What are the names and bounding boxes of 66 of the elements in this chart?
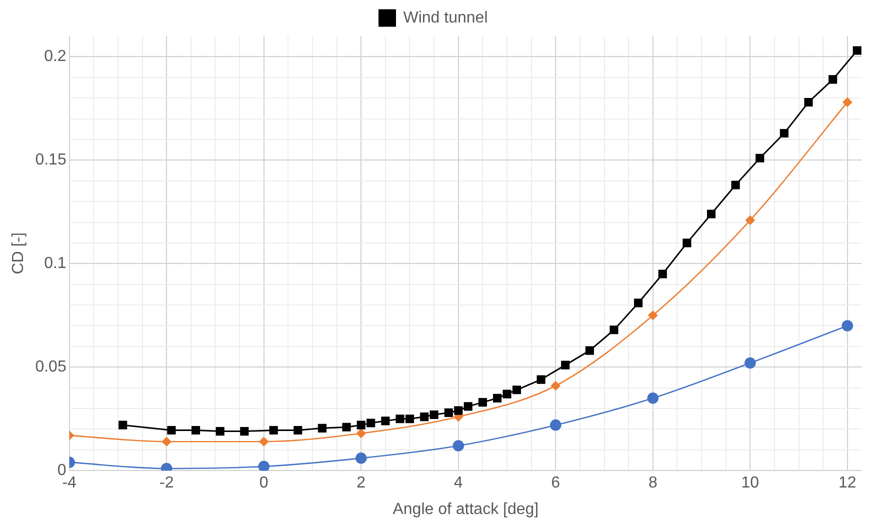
point [512, 386, 522, 394]
point [536, 375, 546, 384]
point [842, 98, 852, 107]
point [647, 392, 659, 404]
point [478, 398, 487, 407]
x-axis-title: Angle of attack [deg] [392, 500, 539, 518]
x-tick-label: 0 [259, 474, 268, 492]
point [550, 381, 560, 390]
point [610, 326, 618, 334]
point [294, 426, 302, 435]
point [430, 410, 438, 420]
point [118, 420, 128, 430]
point [706, 210, 716, 218]
point [561, 360, 570, 370]
point [550, 419, 562, 431]
point [756, 154, 764, 162]
point [162, 436, 172, 446]
point [444, 408, 453, 417]
point [634, 298, 643, 308]
y-tick-label: 0.05 [35, 358, 66, 376]
y-tick-label: 0.1 [44, 255, 66, 272]
point [258, 460, 270, 471]
point [682, 238, 692, 248]
point [355, 452, 367, 464]
x-tick-label: 12 [838, 474, 856, 492]
x-tick-label: 4 [454, 474, 463, 492]
point [502, 390, 512, 398]
point [342, 422, 351, 432]
point [216, 426, 224, 436]
point [658, 270, 667, 278]
point [842, 320, 854, 332]
point [804, 98, 813, 107]
point [452, 440, 464, 452]
point [454, 406, 463, 415]
point [492, 394, 502, 402]
point [381, 416, 390, 426]
point [405, 414, 414, 424]
point [464, 402, 472, 411]
x-tick-label: 2 [356, 474, 366, 492]
point [420, 412, 429, 422]
point [269, 426, 278, 435]
y-axis-title: CD [-] [10, 232, 28, 274]
x-tick-label: 10 [741, 474, 760, 492]
x-tick-label: -2 [159, 474, 174, 492]
point [318, 424, 326, 432]
point [259, 436, 269, 446]
point [746, 216, 755, 225]
point [366, 418, 376, 428]
point [396, 414, 404, 424]
point [744, 357, 756, 369]
point [356, 428, 366, 438]
x-tick-label: 6 [551, 474, 560, 492]
point [240, 426, 249, 436]
y-tick-label: 0.2 [44, 48, 66, 66]
point [648, 310, 658, 320]
y-tick-label: 0.15 [35, 152, 66, 169]
point [191, 426, 200, 435]
point [828, 75, 838, 84]
point [167, 426, 176, 435]
point [780, 128, 788, 138]
point [585, 346, 594, 355]
x-tick-label: 8 [648, 474, 658, 492]
point [852, 46, 862, 55]
point [356, 420, 366, 430]
point [731, 180, 740, 190]
legend-label: Wind tunnel [403, 9, 488, 26]
